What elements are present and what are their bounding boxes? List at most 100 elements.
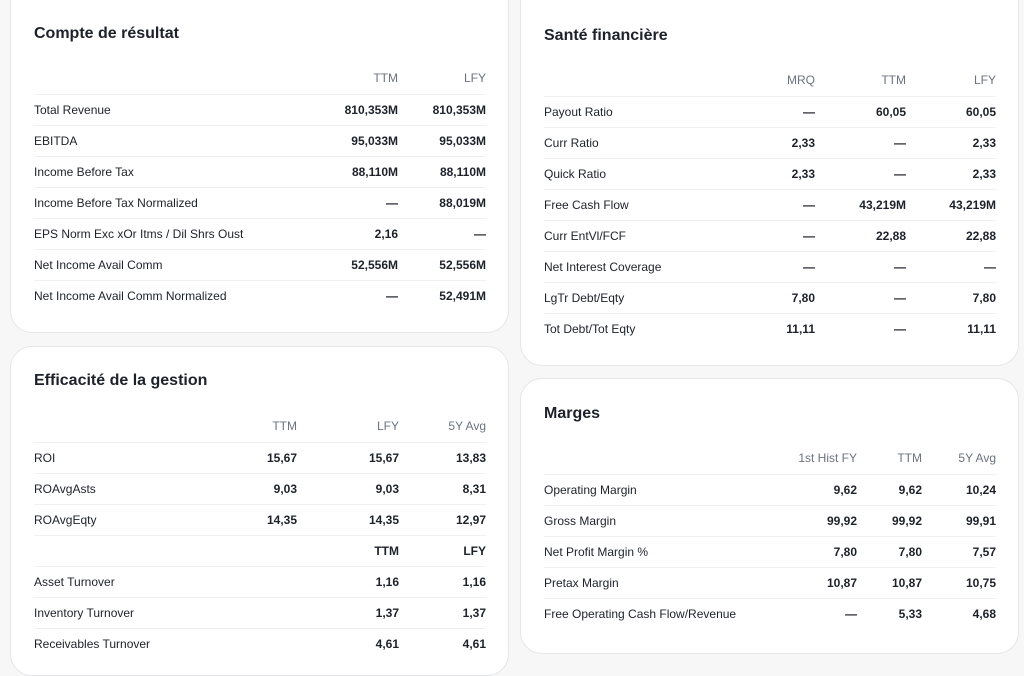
row-label: ROAvgAsts (34, 472, 210, 504)
column-header: MRQ (787, 73, 815, 88)
cell-value: 7,80 (906, 281, 996, 313)
subtable-header: TTM LFY (34, 534, 486, 566)
cell-value: 95,033M (310, 124, 398, 156)
table-row: Pretax Margin 10,87 10,87 10,75 (544, 566, 996, 598)
column-header: TTM (297, 534, 399, 566)
column-header: TTM (897, 451, 922, 466)
cell-value: 810,353M (398, 93, 486, 125)
cell-value: 4,61 (399, 627, 486, 659)
table-row: ROI 15,67 15,67 13,83 (34, 441, 486, 473)
table-row: Tot Debt/Tot Eqty 11,11—11,11 (544, 312, 996, 344)
cell-value: 2,33 (729, 157, 815, 189)
row-label: Curr EntVl/FCF (544, 219, 729, 251)
cell-value: 2,33 (906, 157, 996, 189)
row-label: Income Before Tax (34, 155, 310, 187)
cell-value: 95,033M (398, 124, 486, 156)
row-label: Total Revenue (34, 93, 310, 125)
cell-value: 22,88 (815, 219, 906, 251)
table-row: Curr Ratio 2,33—2,33 (544, 126, 996, 158)
table-header: MRQ TTM LFY (544, 65, 996, 96)
column-header: TTM (272, 419, 297, 434)
cell-value: 10,75 (922, 566, 996, 598)
row-label: Operating Margin (544, 473, 789, 505)
cell-value: 43,219M (815, 188, 906, 220)
row-label: Inventory Turnover (34, 596, 210, 628)
cell-value: — (729, 188, 815, 220)
cell-value: 4,61 (297, 627, 399, 659)
column-header: LFY (973, 73, 996, 88)
row-label: EBITDA (34, 124, 310, 156)
cell-value: 5,33 (857, 597, 922, 629)
cell-value: 99,91 (922, 504, 996, 536)
table-header: TTM LFY 5Y Avg (34, 411, 486, 442)
cell-value: — (815, 312, 906, 344)
table-row: ROAvgEqty 14,35 14,35 12,97 (34, 503, 486, 535)
table-row: Income Before Tax Normalized —88,019M (34, 186, 486, 218)
column-header: LFY (376, 419, 399, 434)
row-label: Pretax Margin (544, 566, 789, 598)
row-label: Asset Turnover (34, 565, 210, 597)
cell-value: 52,556M (398, 248, 486, 280)
cell-value: 1,37 (297, 596, 399, 628)
column-header: LFY (463, 71, 486, 86)
income-statement-table: TTM LFY Total Revenue 810,353M 810,353M EB… (34, 63, 486, 311)
cell-value: 7,57 (922, 535, 996, 567)
table-row: Net Interest Coverage — — — (544, 250, 996, 282)
margins-title: Marges (544, 405, 601, 422)
cell-value: 11,11 (729, 312, 815, 344)
cell-value: 1,16 (399, 565, 486, 597)
cell-value: 10,87 (857, 566, 922, 598)
cell-value: 9,03 (297, 472, 399, 504)
cell-value: 2,33 (906, 126, 996, 158)
cell-value: — (398, 217, 486, 249)
column-header: LFY (399, 534, 486, 566)
cell-value: 7,80 (789, 535, 857, 567)
income-statement-title: Compte de résultat (34, 25, 179, 42)
management-efficiency-card: Efficacité de la gestion TTM LFY 5Y Avg … (10, 346, 509, 676)
table-row: Total Revenue 810,353M 810,353M (34, 93, 486, 125)
cell-value: 43,219M (906, 188, 996, 220)
cell-value: — (815, 157, 906, 189)
row-label: Curr Ratio (544, 126, 729, 158)
row-label: Free Operating Cash Flow/Revenue (544, 597, 789, 629)
column-header: 5Y Avg (448, 419, 486, 434)
cell-value: 810,353M (310, 93, 398, 125)
cell-value: 2,16 (310, 217, 398, 249)
cell-value: 52,491M (398, 279, 486, 311)
table-row: Receivables Turnover 4,61 4,61 (34, 627, 486, 659)
margins-table: 1st Hist FY TTM 5Y Avg Operating Margin 9… (544, 443, 996, 629)
cell-value: 14,35 (297, 503, 399, 535)
cell-value: — (789, 597, 857, 629)
cell-value: — (815, 126, 906, 158)
cell-value: 99,92 (789, 504, 857, 536)
column-header: TTM (881, 73, 906, 88)
financial-health-card: Santé financière MRQ TTM LFY Payout Rati… (520, 0, 1019, 366)
table-header: 1st Hist FY TTM 5Y Avg (544, 443, 996, 474)
column-header: TTM (373, 71, 398, 86)
table-row: LgTr Debt/Eqty 7,80—7,80 (544, 281, 996, 313)
cell-value: 88,019M (398, 186, 486, 218)
financial-health-table: MRQ TTM LFY Payout Ratio —60,05 60,05 Curr… (544, 65, 996, 344)
row-label: ROI (34, 441, 210, 473)
table-row: Operating Margin 9,62 9,62 10,24 (544, 473, 996, 505)
cell-value: 13,83 (399, 441, 486, 473)
table-row: Quick Ratio 2,33—2,33 (544, 157, 996, 189)
cell-value: 9,62 (789, 473, 857, 505)
table-row: Inventory Turnover 1,37 1,37 (34, 596, 486, 628)
table-row: EPS Norm Exc xOr Itms / Dil Shrs Oust 2,1… (34, 217, 486, 249)
table-row: Payout Ratio —60,05 60,05 (544, 95, 996, 127)
cell-value: 12,97 (399, 503, 486, 535)
financial-health-title: Santé financière (544, 27, 668, 44)
table-row: Curr EntVl/FCF —22,88 22,88 (544, 219, 996, 251)
table-row: Free Cash Flow —43,219M 43,219M (544, 188, 996, 220)
cell-value: 60,05 (815, 95, 906, 127)
table-row: Income Before Tax 88,110M 88,110M (34, 155, 486, 187)
row-label: EPS Norm Exc xOr Itms / Dil Shrs Oust (34, 217, 310, 249)
cell-value: 8,31 (399, 472, 486, 504)
row-label: LgTr Debt/Eqty (544, 281, 729, 313)
row-label: Free Cash Flow (544, 188, 729, 220)
table-row: Net Profit Margin % 7,80 7,80 7,57 (544, 535, 996, 567)
income-statement-card: Compte de résultat TTM LFY Total Revenue… (10, 0, 509, 333)
cell-value: — (729, 95, 815, 127)
table-row: Asset Turnover 1,16 1,16 (34, 565, 486, 597)
